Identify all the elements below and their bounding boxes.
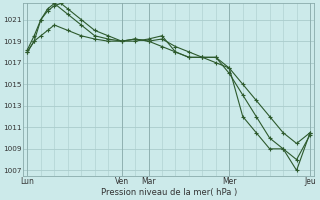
X-axis label: Pression niveau de la mer( hPa ): Pression niveau de la mer( hPa )	[100, 188, 237, 197]
